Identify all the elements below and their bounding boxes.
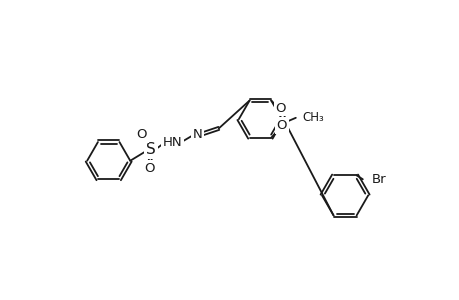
Text: O: O: [276, 119, 286, 132]
Text: O: O: [144, 162, 154, 175]
Text: O: O: [274, 102, 285, 115]
Text: CH₃: CH₃: [302, 111, 324, 124]
Text: S: S: [146, 142, 156, 158]
Text: HN: HN: [162, 136, 182, 149]
Text: N: N: [192, 128, 202, 141]
Text: Br: Br: [371, 173, 386, 186]
Text: O: O: [136, 128, 147, 141]
